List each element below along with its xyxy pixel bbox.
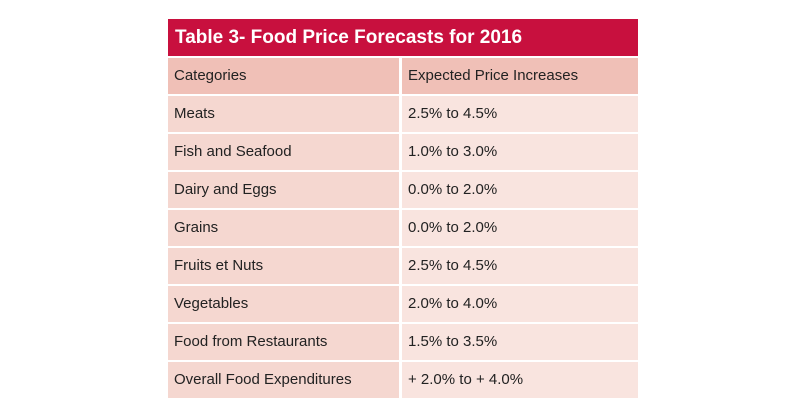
- food-price-table: Table 3- Food Price Forecasts for 2016 C…: [168, 19, 638, 398]
- row-increase: 1.5% to 3.5%: [402, 324, 638, 360]
- table-title: Table 3- Food Price Forecasts for 2016: [168, 19, 638, 56]
- row-category: Grains: [168, 210, 399, 246]
- table-row: Food from Restaurants 1.5% to 3.5%: [168, 324, 638, 360]
- table-header-row: Categories Expected Price Increases: [168, 58, 638, 94]
- row-category: Fish and Seafood: [168, 134, 399, 170]
- row-increase: 0.0% to 2.0%: [402, 210, 638, 246]
- table-row: Overall Food Expenditures + 2.0% to + 4.…: [168, 362, 638, 398]
- row-increase: 0.0% to 2.0%: [402, 172, 638, 208]
- row-category: Meats: [168, 96, 399, 132]
- table-row: Fish and Seafood 1.0% to 3.0%: [168, 134, 638, 170]
- row-increase: 2.0% to 4.0%: [402, 286, 638, 322]
- row-category: Dairy and Eggs: [168, 172, 399, 208]
- row-increase: 2.5% to 4.5%: [402, 248, 638, 284]
- row-category: Overall Food Expenditures: [168, 362, 399, 398]
- table-row: Grains 0.0% to 2.0%: [168, 210, 638, 246]
- table-row: Fruits et Nuts 2.5% to 4.5%: [168, 248, 638, 284]
- row-increase: 1.0% to 3.0%: [402, 134, 638, 170]
- header-categories: Categories: [168, 58, 399, 94]
- header-expected-increases: Expected Price Increases: [402, 58, 638, 94]
- table-row: Meats 2.5% to 4.5%: [168, 96, 638, 132]
- row-increase: 2.5% to 4.5%: [402, 96, 638, 132]
- row-increase: + 2.0% to + 4.0%: [402, 362, 638, 398]
- table-row: Vegetables 2.0% to 4.0%: [168, 286, 638, 322]
- row-category: Food from Restaurants: [168, 324, 399, 360]
- row-category: Vegetables: [168, 286, 399, 322]
- table-row: Dairy and Eggs 0.0% to 2.0%: [168, 172, 638, 208]
- row-category: Fruits et Nuts: [168, 248, 399, 284]
